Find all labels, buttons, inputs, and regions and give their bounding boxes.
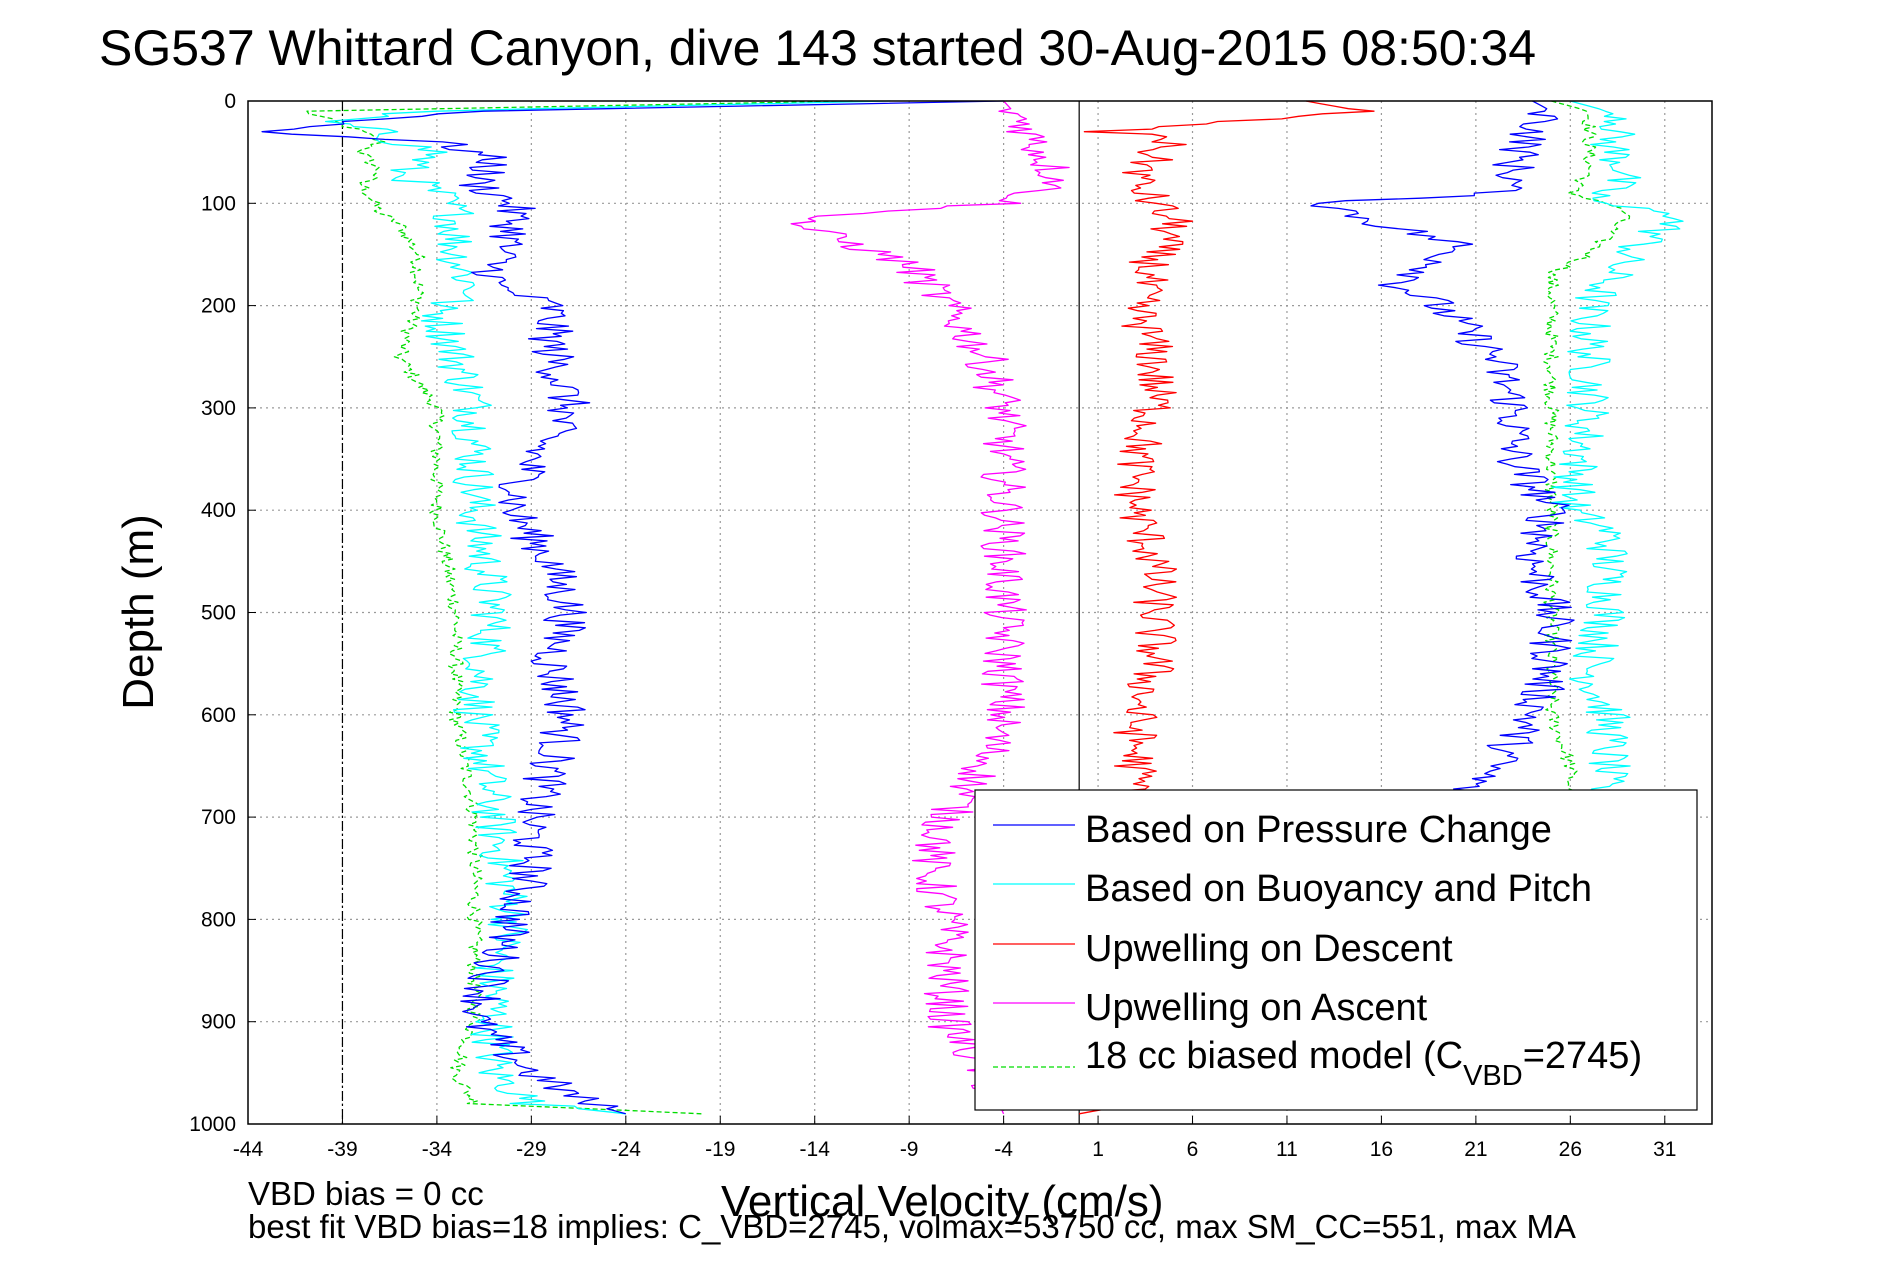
chart-title: SG537 Whittard Canyon, dive 143 started … <box>99 20 1536 76</box>
y-tick-label: 200 <box>201 295 236 318</box>
x-tick-label: -9 <box>900 1138 919 1161</box>
series-upwelling-on-ascent-profile-1 <box>790 100 1070 1115</box>
legend-label-buoyancy: Based on Buoyancy and Pitch <box>1085 868 1592 910</box>
series-18-cc-biased-model-c-profile-1 <box>306 100 853 1115</box>
x-tick-label: 6 <box>1187 1138 1199 1161</box>
x-tick-label: 21 <box>1464 1138 1487 1161</box>
series-based-on-pressure-change-profile-2 <box>1310 100 1575 798</box>
footer-best-fit: best fit VBD bias=18 implies: C_VBD=2745… <box>248 1208 1576 1245</box>
legend-label-model-suffix: =2745) <box>1523 1035 1642 1077</box>
x-tick-label: 1 <box>1092 1138 1104 1161</box>
legend-box <box>974 789 1698 1111</box>
x-tick-label: -39 <box>327 1138 357 1161</box>
legend: Based on Pressure Change Based on Buoyan… <box>974 789 1698 1111</box>
legend-label-model: 18 cc biased model (CVBD=2745) <box>1085 1035 1642 1092</box>
x-tick-label: -4 <box>994 1138 1013 1161</box>
x-tick-label: -29 <box>516 1138 546 1161</box>
y-tick-label: 300 <box>201 397 236 420</box>
y-tick-label: 600 <box>201 704 236 727</box>
footer-vbd-bias: VBD bias = 0 cc <box>248 1175 484 1212</box>
x-tick-label: -34 <box>422 1138 453 1161</box>
y-tick-label: 0 <box>224 90 236 113</box>
x-tick-label: -14 <box>800 1138 831 1161</box>
legend-label-pressure: Based on Pressure Change <box>1085 809 1552 851</box>
legend-label-ascent: Upwelling on Ascent <box>1085 987 1428 1029</box>
y-tick-label: 900 <box>201 1011 236 1034</box>
y-tick-label: 1000 <box>189 1113 236 1136</box>
x-tick-label: 31 <box>1653 1138 1676 1161</box>
y-tick-label: 700 <box>201 806 236 829</box>
y-tick-label: 500 <box>201 602 236 625</box>
data-series <box>261 100 1684 1115</box>
x-tick-label: -44 <box>233 1138 264 1161</box>
x-axis-label: Vertical Velocity (cm/s) <box>721 1177 1164 1226</box>
y-axis-ticks: 0 100 200 300 400 500 600 700 800 900 1000 <box>189 90 256 1136</box>
x-tick-label: 16 <box>1370 1138 1393 1161</box>
legend-label-model-subscript: VBD <box>1463 1060 1523 1092</box>
y-axis-label: Depth (m) <box>114 514 163 710</box>
x-tick-label: 26 <box>1559 1138 1582 1161</box>
x-axis-ticks: -44 -39 -34 -29 -24 -19 -14 -9 -4 1 6 11 16 21 26 31 <box>233 1116 1676 1161</box>
x-tick-label: 11 <box>1276 1138 1298 1161</box>
series-18-cc-biased-model-c-profile-2 <box>1543 100 1631 798</box>
x-tick-label: -19 <box>705 1138 735 1161</box>
y-tick-label: 400 <box>201 499 236 522</box>
series-based-on-pressure-change-profile-1 <box>261 100 1004 1115</box>
legend-label-model-main: 18 cc biased model (C <box>1085 1035 1463 1077</box>
series-based-on-buoyancy-and-pitch-profile-1 <box>324 100 891 1115</box>
x-tick-label: -24 <box>611 1138 642 1161</box>
y-tick-label: 800 <box>201 908 236 931</box>
legend-label-descent: Upwelling on Descent <box>1085 928 1453 970</box>
series-based-on-buoyancy-and-pitch-profile-2 <box>1551 100 1684 818</box>
y-tick-label: 100 <box>201 192 236 215</box>
